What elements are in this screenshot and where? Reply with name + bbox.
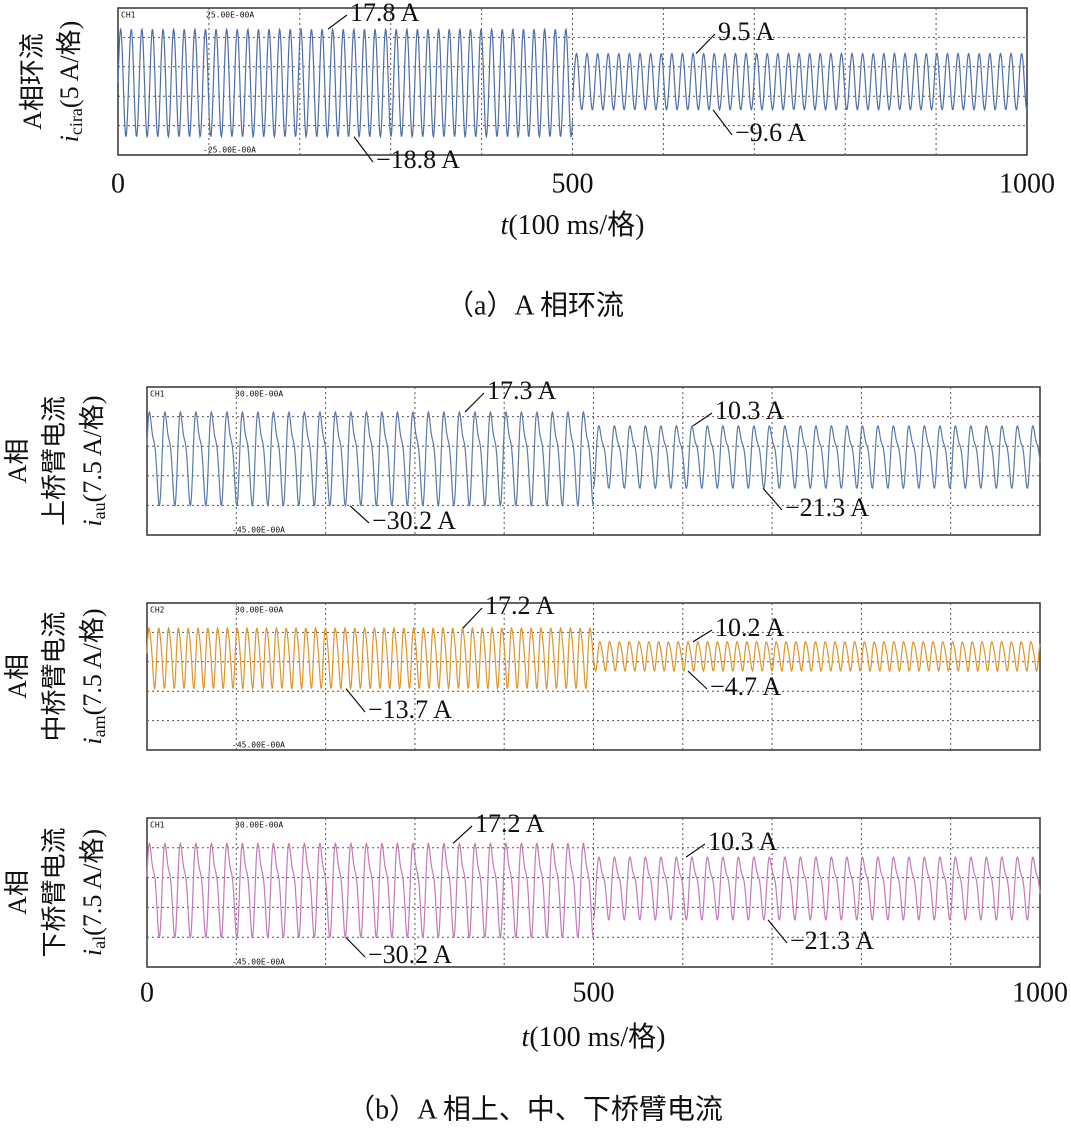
annotation-leader — [349, 505, 370, 524]
y-axis-label: A相 — [3, 870, 32, 915]
y-axis-subscript: au — [89, 502, 109, 519]
annotation: 9.5 A — [718, 17, 775, 46]
annotation: −9.6 A — [735, 118, 806, 147]
scope-label: -25.00E-00A — [203, 146, 256, 155]
y-axis-label: A相 — [3, 654, 32, 699]
y-axis-unit: (5 A/格) — [55, 21, 84, 108]
annotation: 10.3 A — [715, 396, 785, 425]
annotation-leader — [685, 843, 706, 858]
annotation-leader — [695, 33, 716, 54]
y-axis-label: 下桥臂电流 — [40, 827, 69, 957]
scope-label: CH2 — [150, 606, 165, 615]
x-tick-label: 0 — [140, 977, 154, 1008]
annotation: 17.2 A — [475, 809, 545, 838]
annotation: −30.2 A — [368, 940, 452, 969]
annotation-leader — [345, 937, 366, 958]
annotation-leader — [712, 109, 733, 136]
y-axis-unit: (7.5 A/格) — [78, 829, 107, 936]
x-tick-label: 1000 — [999, 168, 1055, 199]
y-axis-label: 上桥臂电流 — [40, 396, 69, 526]
annotation: −18.8 A — [376, 145, 460, 174]
scope-label: -45.00E-00A — [232, 526, 285, 535]
x-axis-unit: (100 ms/格) — [529, 1021, 665, 1053]
annotation: −21.3 A — [785, 493, 869, 522]
annotation-leader — [692, 412, 713, 427]
y-axis-unit: (7.5 A/格) — [78, 395, 107, 502]
y-axis-label: iau(7.5 A/格) — [78, 395, 109, 526]
waveform — [146, 410, 594, 507]
scope-label: 30.00E-00A — [235, 821, 283, 830]
y-axis-subscript: am — [89, 715, 109, 737]
x-axis-label: t(100 ms/格) — [522, 1021, 666, 1053]
y-axis-label: 中桥臂电流 — [40, 611, 69, 741]
scope-label: CH1 — [150, 390, 165, 399]
scope-label: CH1 — [121, 11, 136, 20]
y-axis-symbol: i — [78, 949, 107, 956]
y-axis-label: A相 — [3, 439, 32, 484]
x-tick-label: 1000 — [1012, 977, 1068, 1008]
y-axis-label: icira(5 A/格) — [55, 21, 86, 143]
annotation: −13.7 A — [368, 695, 452, 724]
annotation: −30.2 A — [372, 506, 456, 535]
annotation-leader — [687, 670, 708, 690]
x-axis-unit: (100 ms/格) — [508, 209, 644, 241]
annotation-leader — [464, 392, 485, 413]
waveform — [571, 52, 1028, 112]
scope-label: 30.00E-00A — [235, 390, 283, 399]
y-axis-label: A相环流 — [18, 33, 47, 130]
waveform — [592, 640, 1041, 673]
annotation: 17.8 A — [350, 0, 420, 27]
scope-label: -45.00E-00A — [232, 741, 285, 750]
annotation-leader — [762, 487, 783, 511]
waveform — [592, 424, 1041, 490]
waveform — [146, 626, 595, 691]
annotation-leader — [767, 919, 788, 944]
annotation-leader — [327, 14, 348, 30]
annotation: 17.2 A — [485, 591, 555, 620]
annotation: 17.3 A — [487, 376, 557, 405]
x-axis-symbol: t — [501, 210, 510, 241]
y-axis-symbol: i — [78, 737, 107, 744]
y-axis-unit: (7.5 A/格) — [78, 608, 107, 715]
x-axis-symbol: t — [522, 1022, 531, 1053]
waveform — [146, 842, 594, 939]
x-tick-label: 500 — [552, 168, 594, 199]
y-axis-symbol: i — [55, 135, 84, 142]
waveform — [117, 27, 574, 139]
x-tick-label: 500 — [573, 977, 615, 1008]
waveform — [592, 856, 1041, 921]
annotation-leader — [353, 136, 374, 163]
caption: （b）A 相上、中、下桥臂电流 — [347, 1093, 723, 1125]
y-axis-label: ial(7.5 A/格) — [78, 829, 109, 956]
y-axis-subscript: cira — [66, 108, 86, 135]
y-axis-symbol: i — [78, 519, 107, 526]
plot-frame — [117, 7, 1028, 156]
annotation: 10.3 A — [708, 827, 778, 856]
x-axis-label: t(100 ms/格) — [501, 209, 645, 241]
scope-label: -45.00E-00A — [232, 958, 285, 967]
annotation: −4.7 A — [710, 672, 781, 701]
annotation: 10.2 A — [715, 613, 785, 642]
caption: （a）A 相环流 — [446, 289, 624, 321]
scope-label: CH1 — [150, 821, 165, 830]
scope-label: 30.00E-00A — [235, 606, 283, 615]
scope-label: 25.00E-00A — [206, 11, 254, 20]
y-axis-label: iam(7.5 A/格) — [78, 608, 109, 744]
annotation-leader — [345, 688, 366, 713]
annotation-leader — [452, 825, 473, 844]
x-tick-label: 0 — [111, 168, 125, 199]
annotation-leader — [462, 607, 483, 629]
annotation-leader — [692, 629, 713, 643]
y-axis-subscript: al — [89, 936, 109, 949]
annotation: −21.3 A — [790, 926, 874, 955]
